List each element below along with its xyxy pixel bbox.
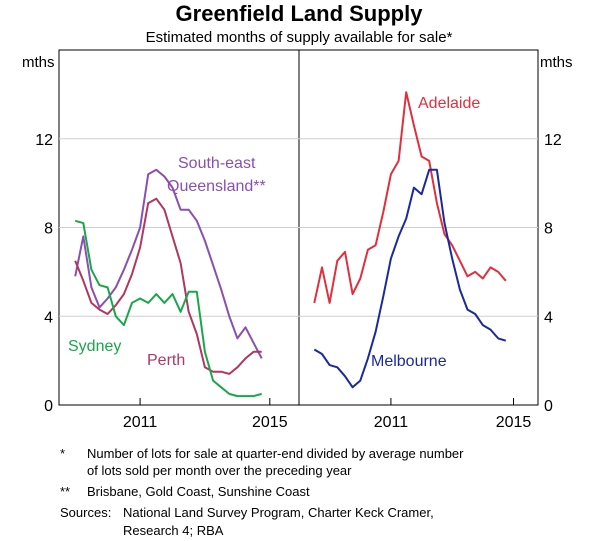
x-tick-label: 2011 (374, 414, 409, 431)
gridlines (59, 138, 538, 317)
note-2-marker: ** (60, 484, 71, 499)
series-line-perth (74, 197, 262, 375)
y-tick-label-left: 8 (44, 221, 53, 238)
y-tick-label-right: 0 (544, 398, 553, 415)
y-tick-label-left: 12 (35, 132, 53, 149)
x-tick-label: 2015 (252, 414, 288, 431)
chart-canvas: Greenfield Land Supply Estimated months … (22, 1, 573, 431)
series-lines (74, 91, 507, 398)
series-line-south-east-queensland (74, 168, 263, 359)
label-melbourne: Melbourne (371, 353, 447, 370)
axis-ticks: 0 0 4 4 8 8 12 12 2011 2015 2011 2015 (35, 132, 562, 431)
y-tick-label-left: 4 (44, 309, 53, 326)
chart-title: Greenfield Land Supply (176, 1, 424, 26)
note-1-line-2: of lots sold per month over the precedin… (87, 463, 352, 478)
sources-marker: Sources: (60, 505, 112, 520)
y-axis-unit-left: mths (22, 54, 55, 71)
label-perth: Perth (147, 352, 185, 369)
note-1-marker: * (60, 446, 66, 461)
y-tick-label-right: 8 (544, 221, 553, 238)
label-sydney: Sydney (68, 338, 121, 355)
series-line-melbourne (313, 168, 507, 389)
x-tick-label: 2011 (123, 414, 158, 431)
chart-subtitle: Estimated months of supply available for… (146, 29, 453, 46)
label-adelaide: Adelaide (418, 95, 480, 112)
y-axis-unit-right: mths (540, 54, 573, 71)
label-south-east-queensland-line2: Queensland** (167, 178, 266, 195)
x-tick-label: 2015 (496, 414, 532, 431)
sources-line-2: Research 4; RBA (123, 523, 224, 538)
note-2-text: Brisbane, Gold Coast, Sunshine Coast (87, 484, 310, 499)
series-line-sydney (74, 219, 262, 398)
y-tick-label-right: 4 (544, 309, 553, 326)
y-tick-label-left: 0 (44, 398, 53, 415)
y-tick-label-right: 12 (544, 132, 562, 149)
note-1-line-1: Number of lots for sale at quarter-end d… (87, 446, 464, 461)
series-line-adelaide (313, 91, 507, 304)
sources-line-1: National Land Survey Program, Charter Ke… (123, 505, 434, 520)
label-south-east-queensland-line1: South-east (178, 155, 256, 172)
